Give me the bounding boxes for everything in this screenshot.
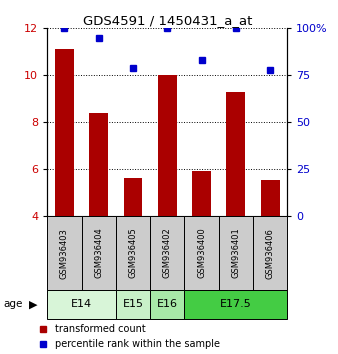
Bar — [47, 290, 116, 319]
Text: E15: E15 — [123, 299, 144, 309]
Title: GDS4591 / 1450431_a_at: GDS4591 / 1450431_a_at — [82, 14, 252, 27]
Bar — [253, 216, 287, 290]
Text: GSM936401: GSM936401 — [232, 228, 240, 279]
Bar — [219, 216, 253, 290]
Bar — [150, 290, 185, 319]
Text: E17.5: E17.5 — [220, 299, 252, 309]
Text: age: age — [3, 299, 23, 309]
Bar — [192, 171, 211, 216]
Text: GSM936402: GSM936402 — [163, 228, 172, 279]
Text: GSM936406: GSM936406 — [266, 228, 275, 279]
Bar — [124, 178, 142, 216]
Bar — [116, 216, 150, 290]
Bar — [226, 92, 245, 216]
Text: GSM936400: GSM936400 — [197, 228, 206, 279]
Bar — [81, 216, 116, 290]
Text: percentile rank within the sample: percentile rank within the sample — [55, 339, 220, 349]
Text: E16: E16 — [157, 299, 178, 309]
Bar — [47, 216, 81, 290]
Bar — [185, 216, 219, 290]
Text: E14: E14 — [71, 299, 92, 309]
Bar — [185, 290, 287, 319]
Bar — [150, 216, 185, 290]
Text: GSM936403: GSM936403 — [60, 228, 69, 279]
Text: transformed count: transformed count — [55, 324, 145, 334]
Text: GSM936405: GSM936405 — [128, 228, 138, 279]
Bar — [89, 113, 108, 216]
Text: GSM936404: GSM936404 — [94, 228, 103, 279]
Bar — [158, 75, 177, 216]
Bar — [116, 290, 150, 319]
Bar — [55, 50, 74, 216]
Bar — [261, 179, 280, 216]
Text: ▶: ▶ — [29, 299, 37, 309]
